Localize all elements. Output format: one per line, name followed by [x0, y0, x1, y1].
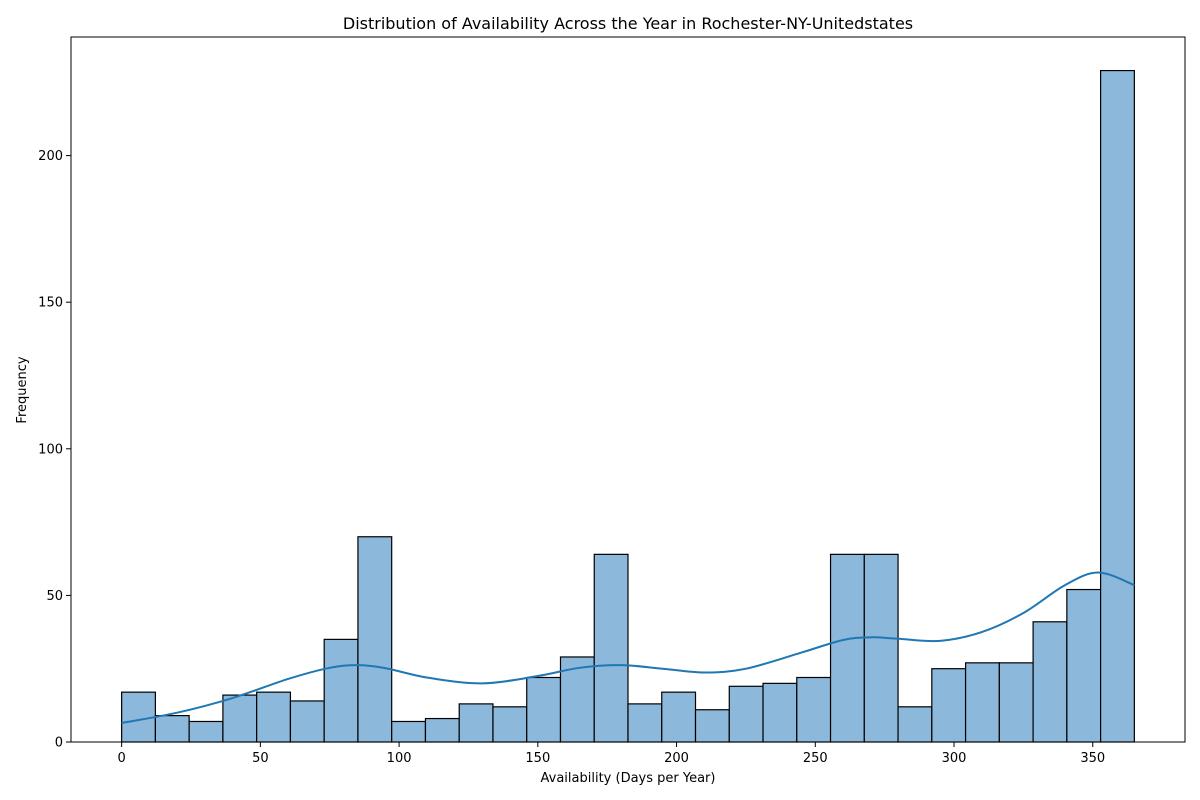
histogram-bar: [931, 668, 967, 743]
histogram-bar: [796, 676, 832, 743]
x-axis-ticks: 0 50 100 150 200 250 300 350: [117, 742, 1105, 766]
x-tick-label: 300: [942, 751, 967, 766]
bars-layer: [121, 69, 1135, 743]
x-axis-label: Availability (Days per Year): [541, 771, 716, 786]
y-axis-ticks: 0 50 100 150 200: [38, 149, 71, 751]
histogram-bar: [1066, 588, 1102, 743]
histogram-bar: [661, 691, 697, 743]
y-tick-label: 0: [55, 736, 63, 751]
histogram-bar: [694, 709, 730, 743]
histogram-bar: [188, 720, 224, 743]
plot-area-frame: [70, 36, 1186, 743]
histogram-bar: [593, 553, 629, 743]
histogram-bar: [357, 536, 393, 743]
histogram-bar: [458, 703, 494, 743]
x-tick-label: 100: [387, 751, 412, 766]
x-tick-label: 50: [252, 751, 269, 766]
x-tick-label: 350: [1080, 751, 1105, 766]
y-tick-label: 150: [38, 296, 63, 311]
histogram-bar: [526, 676, 562, 743]
y-tick-label: 100: [38, 442, 63, 457]
x-tick-label: 150: [525, 751, 550, 766]
y-tick-label: 50: [46, 589, 63, 604]
kde-curve: [121, 571, 1135, 724]
histogram-bar: [256, 691, 292, 743]
x-tick-label: 200: [664, 751, 689, 766]
histogram-bar: [391, 720, 427, 743]
x-tick-label: 250: [803, 751, 828, 766]
histogram-bar: [1100, 69, 1135, 743]
histogram-bar: [728, 685, 764, 743]
chart-title: Distribution of Availability Across the …: [343, 14, 913, 33]
histogram-bar: [762, 682, 798, 743]
histogram-bar: [998, 662, 1034, 743]
histogram-bar: [323, 638, 359, 743]
histogram-bar: [627, 703, 663, 743]
histogram-bar: [1032, 621, 1068, 743]
histogram-bar: [964, 662, 1000, 743]
x-tick-label: 0: [117, 751, 125, 766]
histogram-bar: [863, 553, 899, 743]
histogram-bar: [154, 715, 190, 743]
histogram-bar: [289, 700, 325, 743]
histogram-bar: [897, 706, 933, 743]
histogram-bar: [829, 553, 865, 743]
histogram-bar: [424, 717, 460, 743]
histogram-bar: [492, 706, 528, 743]
histogram-bar: [222, 694, 258, 743]
y-tick-label: 200: [38, 149, 63, 164]
y-axis-label: Frequency: [15, 356, 30, 423]
